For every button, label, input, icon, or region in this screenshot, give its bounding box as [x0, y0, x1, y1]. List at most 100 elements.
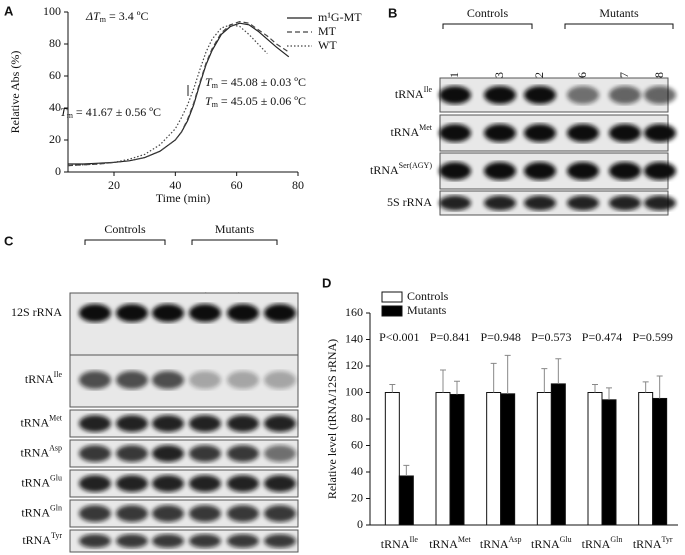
blot-band [189, 445, 221, 462]
blot-band [484, 124, 516, 142]
y-tick-label: 0 [55, 164, 61, 178]
label-sup: Glu [50, 473, 62, 482]
blot-band [644, 86, 676, 104]
error-bar [592, 384, 598, 393]
label-base: tRNA [21, 505, 50, 519]
bar [550, 383, 566, 526]
label-sup: Asp [509, 535, 522, 544]
legend-label: WT [318, 38, 337, 52]
blot-band [152, 445, 184, 462]
error-bar [555, 358, 562, 384]
label-base: tRNA [20, 415, 49, 429]
label-sup: Gln [50, 503, 62, 512]
blot-band [609, 162, 641, 180]
annotation-text: = 3.4 ºC [106, 9, 149, 23]
y-tick-label: 40 [351, 464, 363, 478]
x-tick-label: tRNAGlu [531, 535, 572, 551]
p-value: P=0.948 [480, 330, 520, 344]
blot-frame [69, 292, 299, 356]
blot-band [152, 505, 184, 522]
legend-label: Mutants [407, 303, 447, 317]
blot-band [152, 304, 184, 322]
x-tick-label: tRNAMet [429, 535, 471, 551]
label-sup: Ser(AGY) [399, 161, 433, 170]
y-tick-label: 140 [345, 331, 363, 345]
blot-band [189, 304, 221, 322]
annotation-sub: m [67, 111, 74, 120]
error-bar [642, 381, 649, 393]
blot-band [439, 86, 471, 104]
y-tick-label: 100 [43, 4, 61, 18]
blot-band [567, 86, 599, 104]
annotation-symbol: T [205, 94, 213, 108]
label-base: tRNA [21, 475, 50, 489]
p-value: P=0.474 [582, 330, 622, 344]
bar [449, 393, 465, 526]
blot-band [264, 415, 296, 432]
error-bar [541, 368, 548, 393]
annotation-text: = 45.05 ± 0.06 ºC [218, 94, 306, 108]
blot-band [567, 195, 599, 211]
label-sup: Gln [610, 535, 622, 544]
label-base: tRNA [480, 537, 509, 551]
blot-band [116, 371, 148, 389]
annotation-symbol: T [205, 75, 213, 89]
label-base: tRNA [25, 372, 54, 386]
blot-band [567, 162, 599, 180]
blot-band [264, 475, 296, 492]
x-tick-label: tRNAIle [381, 535, 419, 551]
error-bar [389, 384, 396, 393]
label-sup: Met [49, 413, 63, 422]
blot-band [116, 415, 148, 432]
group-label: Controls [104, 222, 146, 236]
label-base: 12S rRNA [11, 305, 62, 319]
blot-band [567, 124, 599, 142]
blot-band [609, 86, 641, 104]
label-base: 5S rRNA [387, 195, 432, 209]
label-base: tRNA [370, 163, 399, 177]
p-value: P=0.841 [430, 330, 470, 344]
x-tick-label: tRNAGln [582, 535, 623, 551]
legend-swatch [381, 305, 403, 317]
row-label: tRNAIle [395, 85, 433, 101]
x-axis-label: Time (min) [156, 191, 211, 205]
x-tick-label: 80 [292, 178, 304, 192]
row-label: 12S rRNA [11, 305, 62, 319]
label-sup: Met [419, 123, 433, 132]
annotation-text: = 41.67 ± 0.56 ºC [73, 105, 161, 119]
label-sup: Tyr [51, 531, 62, 540]
label-base: tRNA [20, 445, 49, 459]
blot-band [79, 371, 111, 389]
p-value: P=0.599 [632, 330, 672, 344]
row-label: tRNAGlu [21, 473, 62, 489]
panel-letter: A [4, 3, 14, 18]
annotation: Tm = 41.67 ± 0.56 ºC [60, 105, 161, 120]
error-bar [490, 362, 497, 393]
annotation-sub: m [212, 100, 219, 109]
annotation: Tm = 45.05 ± 0.06 ºC [205, 94, 306, 109]
blot-band [79, 475, 111, 492]
blot-band [116, 534, 148, 548]
label-base: tRNA [395, 87, 424, 101]
blot-band [79, 304, 111, 322]
row-label: tRNAGln [21, 503, 62, 519]
y-tick-label: 80 [49, 36, 61, 50]
blot-band [644, 162, 676, 180]
blot-band [152, 475, 184, 492]
blot-band [524, 124, 556, 142]
error-bar [454, 380, 460, 395]
label-sup: Asp [49, 443, 62, 452]
y-tick-label: 20 [351, 490, 363, 504]
blot-band [264, 304, 296, 322]
annotation-symbol: T [60, 105, 68, 119]
row-label: tRNAIle [25, 370, 63, 386]
blot-band [609, 124, 641, 142]
row-label: tRNATyr [22, 531, 62, 547]
y-axis-label: Relative level (tRNA/12S rRNA) [325, 339, 339, 499]
blot-band [524, 86, 556, 104]
blot-band [227, 304, 259, 322]
annotation-symbol: ΔT [85, 9, 101, 23]
blot-band [189, 475, 221, 492]
label-base: tRNA [22, 533, 51, 547]
